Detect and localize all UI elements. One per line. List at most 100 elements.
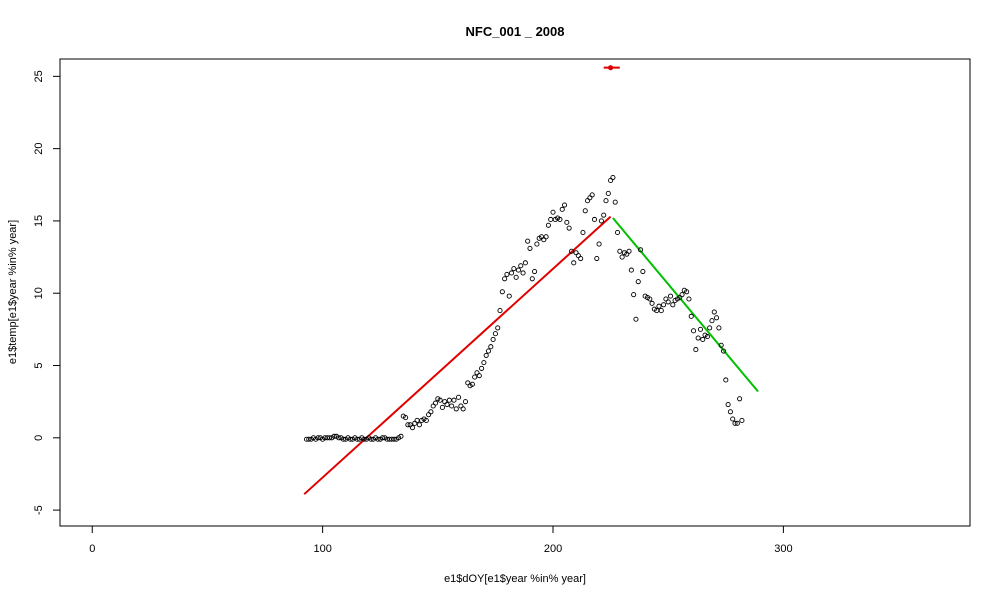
data-point [661, 302, 667, 308]
data-point [379, 435, 386, 441]
data-point [557, 216, 563, 223]
data-point [690, 328, 697, 334]
data-point [612, 199, 618, 205]
data-point [490, 336, 496, 343]
data-points [303, 175, 745, 442]
data-point [315, 435, 321, 441]
data-point [398, 433, 404, 439]
data-point [474, 370, 480, 376]
y-tick-label: 0 [33, 435, 45, 441]
data-point [564, 219, 570, 225]
data-point [716, 325, 722, 331]
data-point [426, 412, 432, 418]
data-point [727, 409, 733, 415]
data-point [488, 344, 494, 350]
data-point [506, 293, 512, 299]
data-point [326, 435, 333, 441]
data-point [718, 342, 724, 348]
data-point [649, 300, 655, 306]
data-point [589, 192, 595, 198]
data-point [580, 229, 586, 236]
y-tick-label: 20 [33, 143, 45, 155]
data-point [679, 292, 685, 298]
data-point [704, 334, 710, 340]
data-point [723, 377, 729, 383]
data-point [688, 313, 694, 319]
data-point [638, 247, 644, 253]
data-point [453, 406, 459, 412]
data-point [497, 308, 503, 314]
data-point [559, 206, 565, 212]
data-point [545, 222, 551, 228]
data-point [603, 198, 609, 204]
data-point [670, 302, 676, 308]
data-point [354, 436, 360, 442]
data-point [499, 289, 505, 295]
data-point [635, 279, 641, 285]
data-point [331, 433, 337, 439]
data-point [693, 347, 699, 353]
data-point [340, 436, 346, 442]
fit-lines [303, 215, 759, 495]
x-tick-label: 200 [544, 543, 562, 555]
data-point [368, 436, 374, 442]
data-point [472, 374, 478, 380]
data-point [469, 381, 475, 387]
data-point [633, 316, 639, 322]
data-point [465, 380, 471, 386]
data-point [720, 348, 727, 354]
data-point [737, 396, 743, 402]
data-point [594, 255, 600, 262]
data-point [550, 209, 556, 215]
data-point [483, 352, 489, 358]
peak-marker [603, 65, 620, 71]
x-axis-label: e1$dOY[e1$year %in% year] [444, 573, 586, 585]
x-axis: 0 100 200 300 [89, 525, 793, 555]
data-point [697, 326, 704, 332]
data-point [695, 335, 701, 341]
peak-point [608, 65, 614, 71]
data-point [462, 399, 469, 405]
data-point [414, 417, 420, 424]
data-point [412, 420, 418, 426]
data-point [479, 365, 485, 371]
data-point [522, 260, 528, 266]
y-tick-label: 10 [33, 287, 45, 299]
data-point [686, 296, 692, 302]
data-point [481, 360, 487, 366]
data-point [684, 289, 690, 295]
x-tick-label: 300 [774, 543, 792, 555]
data-point [446, 397, 452, 403]
data-point [456, 394, 462, 400]
data-point [714, 315, 720, 321]
data-point [585, 198, 591, 204]
y-tick-label: 15 [33, 215, 45, 227]
y-tick-label: 5 [33, 362, 45, 368]
data-point [515, 267, 522, 273]
data-point [619, 254, 625, 260]
data-point [561, 202, 568, 208]
y-tick-label: 25 [33, 70, 45, 82]
data-point [336, 435, 342, 441]
data-point [520, 270, 526, 276]
rising-fit-line [303, 215, 612, 495]
data-point [667, 293, 674, 299]
data-point [711, 309, 717, 315]
data-point [495, 325, 501, 331]
data-point [587, 195, 593, 201]
data-point [573, 250, 579, 256]
data-point [437, 397, 443, 403]
x-tick-label: 100 [313, 543, 331, 555]
data-point [361, 436, 367, 442]
data-point [601, 212, 607, 218]
y-axis-label: e1$temp[e1$year %in% year] [7, 220, 19, 364]
chart-title: NFC_001 _ 2008 [465, 24, 564, 39]
data-point [626, 248, 632, 254]
data-point [525, 238, 531, 244]
data-point [732, 420, 738, 426]
data-point [460, 406, 466, 412]
data-point [605, 190, 611, 197]
data-point [451, 397, 457, 403]
data-point [571, 260, 577, 266]
